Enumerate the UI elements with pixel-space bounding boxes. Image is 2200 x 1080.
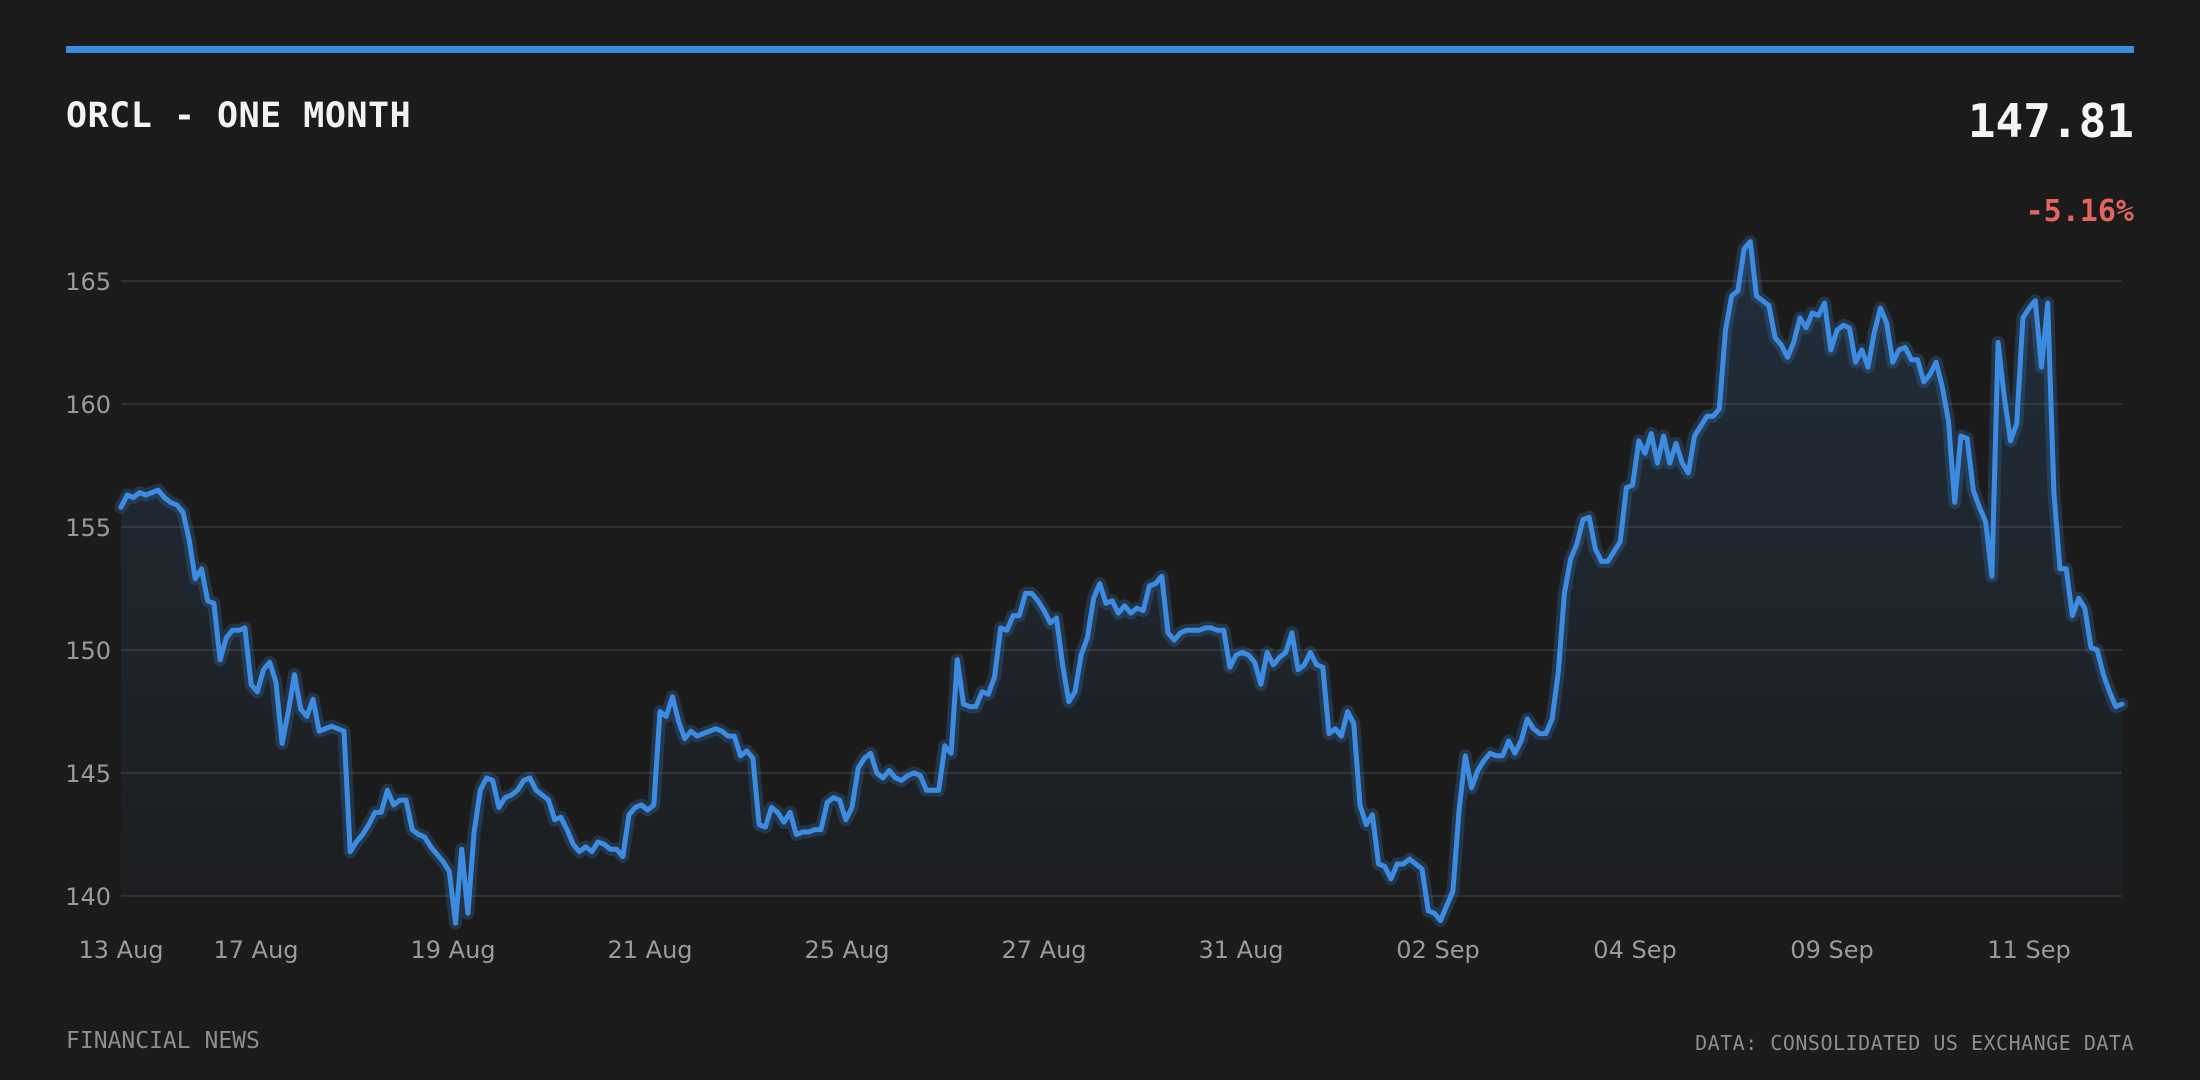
y-tick-label: 155: [65, 514, 111, 542]
y-axis-labels: 140 145 150 155 160 165: [65, 268, 111, 911]
x-tick-label: 25 Aug: [804, 936, 889, 964]
y-tick-label: 165: [65, 268, 111, 296]
accent-bar: [66, 46, 2134, 53]
x-tick-label: 02 Sep: [1396, 936, 1479, 964]
x-tick-label: 11 Sep: [1987, 936, 2070, 964]
price-change: -5.16%: [2025, 194, 2134, 229]
x-axis-labels: 13 Aug 17 Aug 19 Aug 21 Aug 25 Aug 27 Aug 31 A…: [78, 936, 2070, 964]
y-tick-label: 145: [65, 760, 111, 788]
y-tick-label: 140: [65, 883, 111, 911]
price-area: [121, 241, 2122, 924]
data-source: DATA: CONSOLIDATED US EXCHANGE DATA: [1695, 1031, 2134, 1055]
chart-title: ORCL - ONE MONTH: [66, 96, 412, 136]
x-tick-label: 09 Sep: [1790, 936, 1873, 964]
x-tick-label: 17 Aug: [213, 936, 298, 964]
x-tick-label: 19 Aug: [410, 936, 495, 964]
x-tick-label: 31 Aug: [1198, 936, 1283, 964]
source-credit: FINANCIAL NEWS: [66, 1028, 260, 1054]
current-price: 147.81: [1967, 94, 2134, 148]
y-tick-label: 150: [65, 637, 111, 665]
x-tick-label: 27 Aug: [1001, 936, 1086, 964]
price-line: [118, 239, 2125, 926]
x-tick-label: 04 Sep: [1593, 936, 1676, 964]
y-tick-label: 160: [65, 391, 111, 419]
x-tick-label: 21 Aug: [607, 936, 692, 964]
x-tick-label: 13 Aug: [78, 936, 163, 964]
